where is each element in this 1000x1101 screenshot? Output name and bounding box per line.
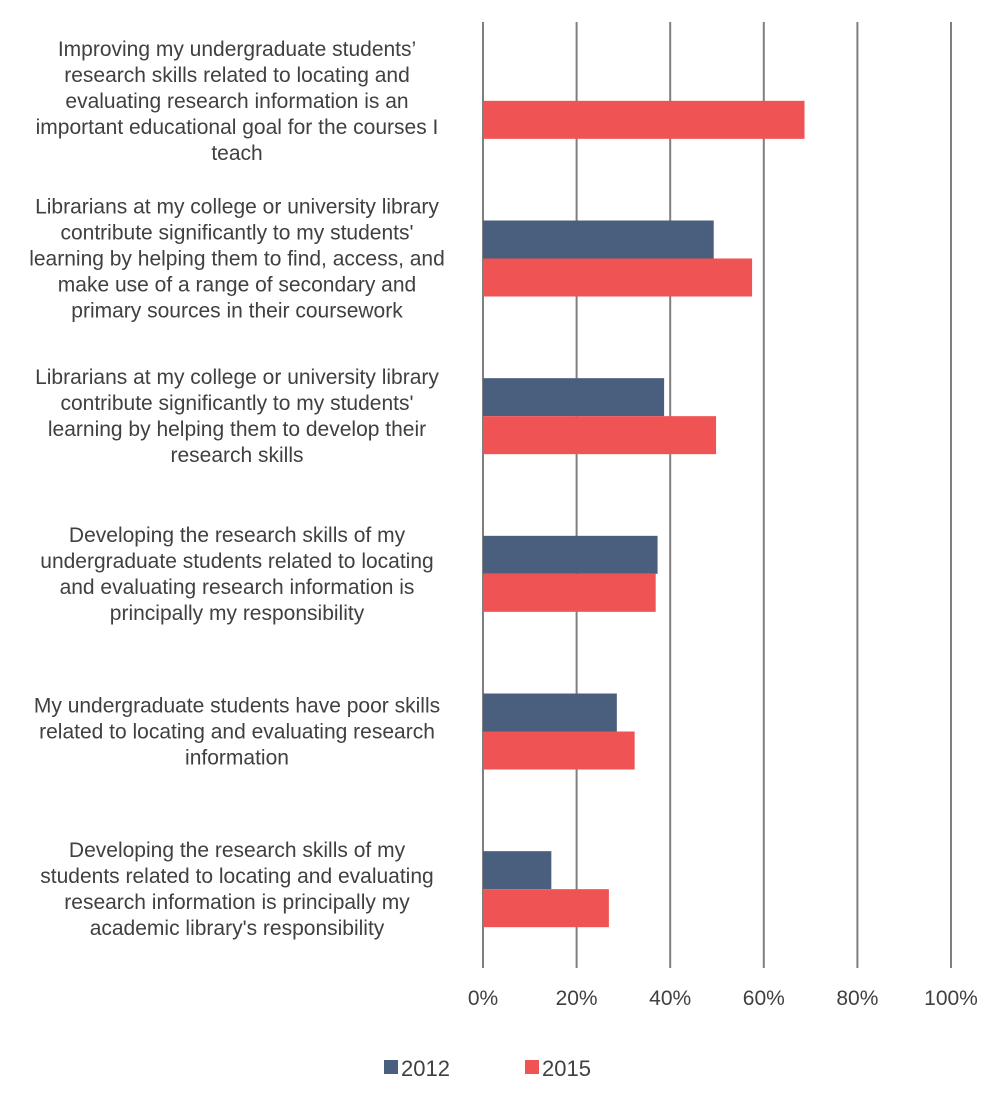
category-labels: Improving my undergraduate students’ rese… — [29, 38, 445, 940]
legend-label-2012: 2012 — [401, 1056, 450, 1081]
category-label-1-line-1: Improving my undergraduate students’ — [58, 38, 416, 61]
category-label-3: Librarians at my college or university l… — [35, 366, 439, 467]
category-label-6-line-2: students related to locating and evaluat… — [40, 865, 433, 888]
bar-2015-cat-5 — [483, 731, 635, 770]
category-label-3-line-2: contribute significantly to my students' — [60, 392, 413, 415]
category-label-2: Librarians at my college or university l… — [29, 196, 445, 323]
tick-label-0pct: 0% — [468, 987, 498, 1010]
bar-2015-cat-3 — [483, 416, 717, 455]
legend: 2012 2015 — [384, 1056, 591, 1081]
bar-2012-cat-3 — [483, 378, 665, 417]
category-label-3-line-1: Librarians at my college or university l… — [35, 366, 439, 389]
tick-label-80pct: 80% — [836, 987, 878, 1010]
tick-label-40pct: 40% — [649, 987, 691, 1010]
category-label-4-line-2: undergraduate students related to locati… — [40, 550, 433, 573]
legend-label-2015: 2015 — [542, 1056, 591, 1081]
bar-2015-cat-6 — [483, 889, 609, 928]
category-label-5-line-3: information — [185, 747, 289, 770]
legend-swatch-2012 — [384, 1060, 398, 1074]
category-label-1-line-5: teach — [211, 142, 262, 165]
category-label-6-line-3: research information is principally my — [64, 891, 410, 914]
category-label-5-line-1: My undergraduate students have poor skil… — [34, 695, 440, 718]
bar-2012-cat-5 — [483, 693, 617, 732]
category-label-2-line-3: learning by helping them to find, access… — [29, 248, 445, 271]
category-label-1-line-2: research skills related to locating and — [64, 64, 410, 87]
legend-swatch-2015 — [525, 1060, 539, 1074]
category-label-4-line-1: Developing the research skills of my — [69, 524, 406, 547]
bars — [483, 100, 805, 928]
tick-label-20pct: 20% — [556, 987, 598, 1010]
category-label-6-line-4: academic library's responsibility — [90, 917, 385, 940]
bar-2012-cat-6 — [483, 851, 552, 890]
x-axis-ticks: 0% 20% 40% 60% 80% 100% — [468, 987, 978, 1010]
category-label-3-line-3: learning by helping them to develop thei… — [48, 418, 426, 441]
bar-2015-cat-4 — [483, 573, 656, 612]
legend-item-2015: 2015 — [525, 1056, 591, 1081]
gridlines — [482, 22, 952, 968]
category-label-6-line-1: Developing the research skills of my — [69, 839, 406, 862]
tick-label-60pct: 60% — [743, 987, 785, 1010]
category-label-5-line-2: related to locating and evaluating resea… — [39, 721, 435, 744]
tick-label-100pct: 100% — [924, 987, 978, 1010]
category-label-5: My undergraduate students have poor skil… — [34, 695, 440, 770]
category-label-1-line-3: evaluating research information is an — [65, 90, 408, 113]
bar-2015-cat-1 — [483, 100, 805, 139]
category-label-2-line-2: contribute significantly to my students' — [60, 222, 413, 245]
category-label-2-line-5: primary sources in their coursework — [71, 300, 403, 323]
category-label-4-line-4: principally my responsibility — [110, 602, 365, 625]
category-label-3-line-4: research skills — [170, 444, 303, 467]
bar-2015-cat-2 — [483, 258, 753, 297]
category-label-4: Developing the research skills of my unde… — [40, 524, 433, 625]
category-label-2-line-4: make use of a range of secondary and — [58, 274, 416, 297]
category-label-4-line-3: and evaluating research information is — [60, 576, 415, 599]
bar-2012-cat-2 — [483, 220, 714, 259]
category-label-1: Improving my undergraduate students’ rese… — [36, 38, 439, 165]
category-label-2-line-1: Librarians at my college or university l… — [35, 196, 439, 219]
category-label-1-line-4: important educational goal for the cours… — [36, 116, 439, 139]
category-label-6: Developing the research skills of my stud… — [40, 839, 433, 940]
legend-item-2012: 2012 — [384, 1056, 450, 1081]
bar-2012-cat-4 — [483, 535, 658, 574]
